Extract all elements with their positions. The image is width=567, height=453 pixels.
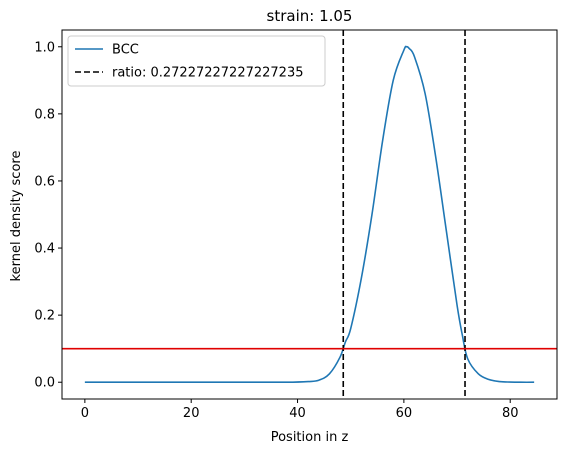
y-tick-label: 0.4 [34,242,55,257]
x-tick-label: 20 [183,406,200,421]
plot-area [62,30,557,399]
x-tick-label: 80 [502,406,519,421]
x-tick-label: 40 [289,406,306,421]
legend-label: BCC [112,43,139,58]
y-tick-label: 0.0 [34,376,55,391]
x-axis-label: Position in z [271,430,349,445]
series-line-0 [84,45,535,384]
x-tick-label: 0 [81,406,89,421]
x-tick-label: 60 [396,406,413,421]
y-tick-label: 1.0 [34,40,55,55]
y-tick-label: 0.8 [34,107,55,122]
legend-box [67,35,326,87]
y-tick-label: 0.2 [34,309,55,324]
legend-label: ratio: 0.27227227227227235 [112,66,304,81]
y-tick-label: 0.6 [34,174,55,189]
chart-title: strain: 1.05 [267,7,353,25]
legend: BCC ratio: 0.27227227227227235 [67,35,326,87]
y-axis-label: kernel density score [9,151,24,282]
axis-ticks: 0 20 40 60 80 0.0 0.2 0.4 0.6 0.8 1.0 [34,40,518,421]
plot-frame [61,29,558,400]
